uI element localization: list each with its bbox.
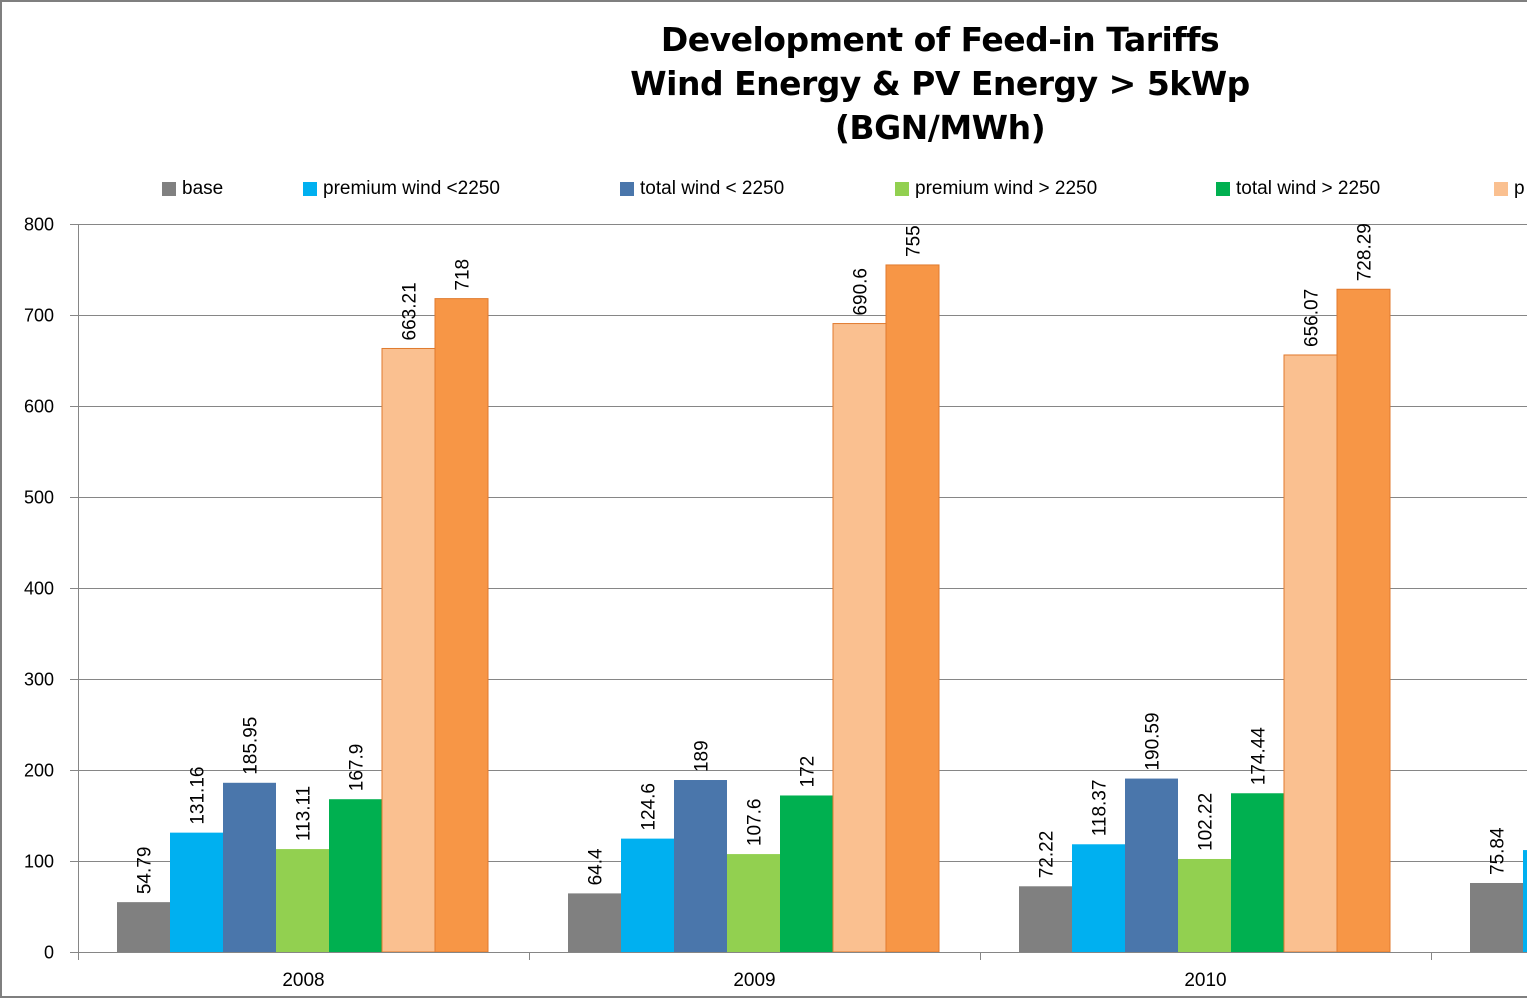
y-tick-label: 0: [44, 943, 54, 963]
data-label: 189: [692, 740, 713, 772]
legend-item-base: base: [162, 178, 223, 200]
data-label: 755: [904, 225, 925, 257]
legend-label: total wind < 2250: [640, 178, 785, 199]
bar: [885, 264, 940, 953]
data-label: 167.9: [347, 744, 368, 792]
bar: [434, 298, 489, 953]
data-label: 64.4: [586, 848, 607, 885]
data-label: 690.6: [851, 268, 872, 316]
data-label: 172: [798, 756, 819, 788]
bar: [329, 799, 382, 952]
bar: [381, 347, 436, 953]
x-tick-label: 2010: [1184, 970, 1226, 991]
data-label: 118.37: [1090, 780, 1111, 837]
legend-item-pv-premium: p: [1494, 178, 1525, 200]
data-label: 728.29: [1355, 223, 1376, 281]
y-tick-label: 400: [24, 579, 54, 599]
bar: [1178, 858, 1231, 952]
x-tick-label: 2009: [733, 970, 775, 991]
legend-swatch: [303, 182, 317, 196]
bar: [1125, 778, 1178, 952]
legend-item-premium-wind-gt-2250: premium wind > 2250: [895, 178, 1097, 200]
y-tick-label: 300: [24, 670, 54, 690]
legend-swatch: [162, 182, 176, 196]
chart-title-line-2: Wind Energy & PV Energy > 5kWp: [630, 64, 1250, 103]
chart-title-line-1: Development of Feed-in Tariffs: [660, 20, 1220, 59]
bar: [170, 832, 223, 952]
data-label: 72.22: [1037, 831, 1058, 879]
legend-item-total-wind-lt-2250: total wind < 2250: [620, 178, 784, 200]
bar: [1470, 882, 1523, 952]
chart-legend: base premium wind <2250 total wind < 225…: [0, 178, 1527, 204]
data-labels: 54.79 131.16 185.95 113.11 167.9 663.21 718 64.…: [135, 223, 1509, 894]
data-label: 102.22: [1196, 793, 1217, 851]
data-label: 54.79: [135, 847, 156, 895]
y-tick-label: 800: [24, 215, 54, 235]
bar: [832, 323, 887, 953]
bar: [1231, 793, 1284, 952]
bar: [1523, 850, 1527, 952]
legend-label: base: [182, 178, 224, 199]
data-label: 185.95: [241, 717, 262, 775]
bar: [117, 902, 170, 952]
data-label: 131.16: [188, 767, 209, 825]
legend-label: premium wind <2250: [323, 178, 500, 199]
legend-item-total-wind-gt-2250: total wind > 2250: [1216, 178, 1380, 200]
legend-swatch: [620, 182, 634, 196]
legend-label: total wind > 2250: [1236, 178, 1381, 199]
bar: [276, 849, 329, 952]
legend-label: p: [1514, 178, 1525, 199]
legend-swatch: [895, 182, 909, 196]
y-tick-label: 600: [24, 397, 54, 417]
data-label: 75.84: [1488, 827, 1509, 875]
bar: [223, 782, 276, 952]
bar: [780, 795, 833, 952]
bar: [1336, 288, 1391, 953]
bar: [1072, 844, 1125, 952]
y-tick-label: 700: [24, 306, 54, 326]
data-label: 656.07: [1302, 289, 1323, 347]
legend-item-premium-wind-lt-2250: premium wind <2250: [303, 178, 500, 200]
y-axis: 0 100 200 300 400 500 600 700 800: [24, 215, 79, 963]
bar: [621, 838, 674, 952]
data-label: 663.21: [400, 282, 421, 340]
x-tick-label: 2008: [282, 970, 324, 991]
bar: [727, 854, 780, 952]
x-axis: 2008 2009 2010: [78, 952, 1527, 991]
data-label: 107.6: [745, 799, 766, 847]
chart-title: Development of Feed-in Tariffs Wind Ener…: [540, 18, 1340, 150]
data-label: 174.44: [1249, 727, 1270, 786]
legend-swatch: [1494, 182, 1508, 196]
bars: [117, 264, 1527, 953]
legend-label: premium wind > 2250: [915, 178, 1098, 199]
y-tick-label: 200: [24, 761, 54, 781]
chart-title-line-3: (BGN/MWh): [834, 108, 1046, 147]
data-label: 718: [453, 259, 474, 291]
data-label: 190.59: [1143, 712, 1164, 770]
legend-swatch: [1216, 182, 1230, 196]
data-label: 124.6: [639, 783, 660, 831]
y-tick-label: 100: [24, 852, 54, 872]
bar: [674, 780, 727, 952]
data-label: 113.11: [294, 786, 315, 841]
bar: [568, 893, 621, 952]
bar: [1019, 886, 1072, 952]
bar: [1283, 354, 1338, 953]
y-tick-label: 500: [24, 488, 54, 508]
